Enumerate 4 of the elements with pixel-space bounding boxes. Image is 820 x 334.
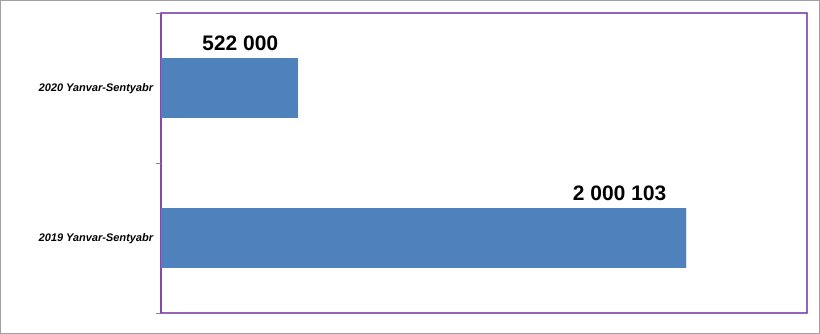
y-tick-label: 2019 Yanvar-Sentyabr [38, 232, 154, 244]
data-label: 2 000 103 [572, 182, 666, 205]
y-tick-label: 2020 Yanvar-Sentyabr [38, 82, 154, 94]
data-label: 522 000 [202, 32, 278, 55]
